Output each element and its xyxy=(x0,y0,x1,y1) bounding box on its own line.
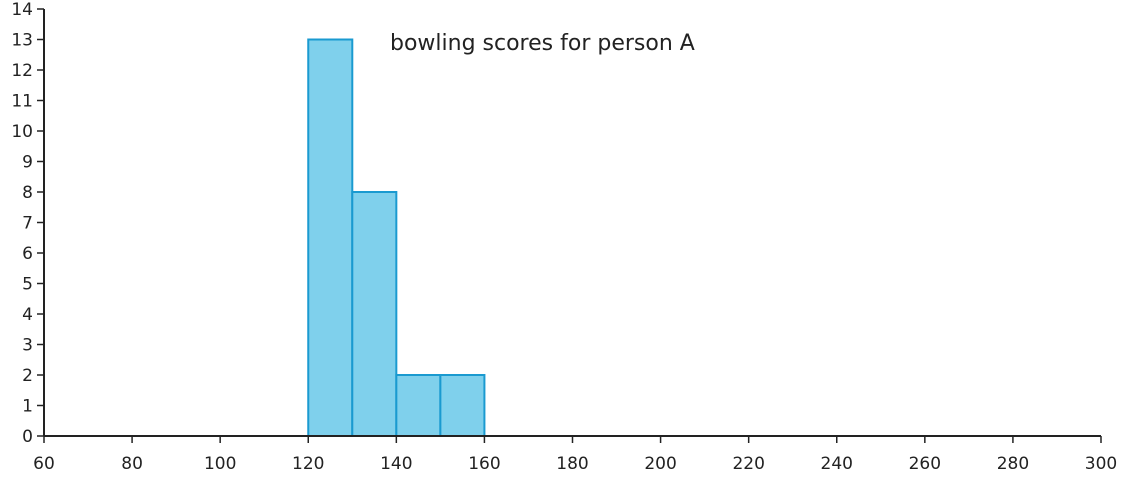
x-axis-ticks: 60 80 100 120 140 160 180 200 220 240 260 280 300 xyxy=(33,436,1117,474)
x-tick-label: 180 xyxy=(556,454,588,474)
y-tick-label: 8 xyxy=(22,183,33,203)
y-tick-label: 6 xyxy=(22,244,33,264)
y-tick-label: 3 xyxy=(22,336,33,356)
y-tick-label: 12 xyxy=(11,61,33,81)
x-tick-label: 300 xyxy=(1085,454,1117,474)
chart-title: bowling scores for person A xyxy=(390,31,695,56)
x-tick-label: 160 xyxy=(468,454,500,474)
x-tick-label: 280 xyxy=(997,454,1029,474)
y-tick-label: 10 xyxy=(11,122,33,142)
x-tick-label: 100 xyxy=(204,454,236,474)
y-tick-label: 7 xyxy=(22,214,33,234)
x-tick-label: 80 xyxy=(121,454,143,474)
y-tick-label: 5 xyxy=(22,275,33,295)
x-tick-label: 120 xyxy=(292,454,324,474)
x-tick-label: 140 xyxy=(380,454,412,474)
x-tick-label: 200 xyxy=(644,454,676,474)
x-tick-label: 260 xyxy=(909,454,941,474)
y-tick-label: 0 xyxy=(22,427,33,447)
histogram-bar xyxy=(395,374,442,437)
y-tick-label: 13 xyxy=(11,31,33,51)
y-tick-label: 2 xyxy=(22,366,33,386)
histogram-bar xyxy=(307,38,354,437)
bars-group xyxy=(307,38,486,437)
x-tick-label: 60 xyxy=(33,454,55,474)
y-tick-label: 14 xyxy=(11,0,33,20)
histogram-bar xyxy=(351,191,398,437)
y-tick-label: 4 xyxy=(22,305,33,325)
x-tick-label: 220 xyxy=(732,454,764,474)
y-tick-label: 1 xyxy=(22,397,33,417)
y-tick-label: 11 xyxy=(11,92,33,112)
histogram-bar xyxy=(439,374,486,437)
x-tick-label: 240 xyxy=(821,454,853,474)
y-tick-label: 9 xyxy=(22,153,33,173)
